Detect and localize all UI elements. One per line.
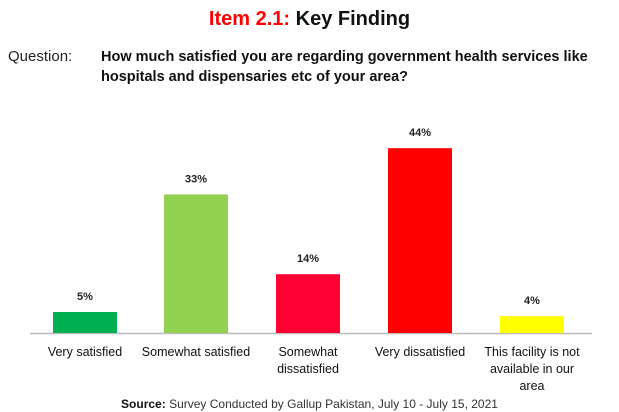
- data-label: 14%: [297, 253, 319, 265]
- category-label: Very satisfied: [47, 345, 123, 359]
- chart-title: Item 2.1: Key Finding: [0, 8, 619, 31]
- category-label: Very dissatisfied: [374, 345, 466, 359]
- data-label: 4%: [524, 295, 540, 307]
- data-label: 44%: [409, 127, 431, 139]
- category-label: Somewhat satisfied: [141, 345, 251, 359]
- data-label: 5%: [77, 291, 93, 303]
- source-label: Source:: [121, 397, 166, 411]
- bar: [53, 312, 117, 333]
- data-label: 33%: [185, 173, 207, 185]
- question-label: Question:: [8, 48, 73, 65]
- bar: [500, 316, 564, 333]
- source-text: Survey Conducted by Gallup Pakistan, Jul…: [169, 397, 498, 411]
- category-label: Somewhat dissatisfied: [277, 345, 339, 376]
- bar: [164, 194, 228, 333]
- title-prefix: Item 2.1:: [208, 8, 291, 30]
- bar: [388, 148, 452, 333]
- bar: [276, 274, 340, 333]
- source-note: Source: Survey Conducted by Gallup Pakis…: [0, 397, 619, 411]
- category-label: This facility is not available in our ar…: [484, 345, 580, 393]
- title-main: Key Finding: [295, 8, 411, 30]
- question-text: How much satisfied you are regarding gov…: [101, 49, 588, 85]
